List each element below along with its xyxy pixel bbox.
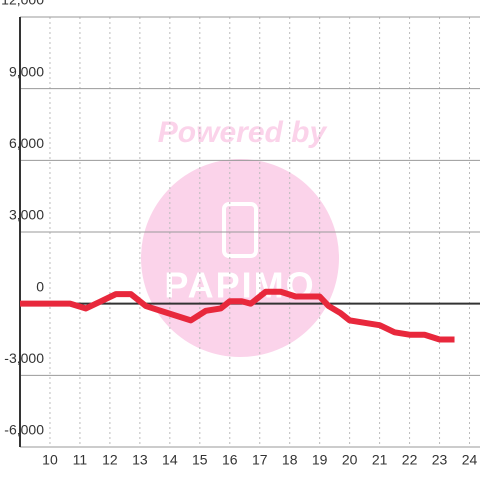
x-tick-label: 13 — [132, 452, 148, 468]
x-tick-label: 22 — [402, 452, 418, 468]
x-tick-label: 15 — [192, 452, 208, 468]
x-tick-label: 16 — [222, 452, 238, 468]
x-tick-label: 24 — [462, 452, 478, 468]
data-line — [20, 288, 455, 343]
y-tick-label: 0 — [36, 278, 44, 294]
x-tick-label: 19 — [312, 452, 328, 468]
watermark-icon — [222, 202, 258, 258]
watermark-text: Powered by — [158, 116, 328, 149]
x-tick-label: 10 — [42, 452, 58, 468]
x-tick-label: 14 — [162, 452, 178, 468]
y-tick-label: -3,000 — [4, 350, 44, 366]
y-tick-label: 3,000 — [9, 207, 44, 223]
x-tick-label: 20 — [342, 452, 358, 468]
y-tick-label: 6,000 — [9, 135, 44, 151]
x-tick-label: 17 — [252, 452, 268, 468]
y-tick-label: 9,000 — [9, 63, 44, 79]
y-tick-label: -6,000 — [4, 422, 44, 438]
x-tick-label: 11 — [73, 452, 88, 468]
x-tick-label: 21 — [372, 452, 388, 468]
x-tick-label: 18 — [282, 452, 298, 468]
y-tick-label: 12,000 — [1, 0, 44, 8]
x-tick-label: 23 — [432, 452, 448, 468]
x-tick-label: 12 — [102, 452, 118, 468]
